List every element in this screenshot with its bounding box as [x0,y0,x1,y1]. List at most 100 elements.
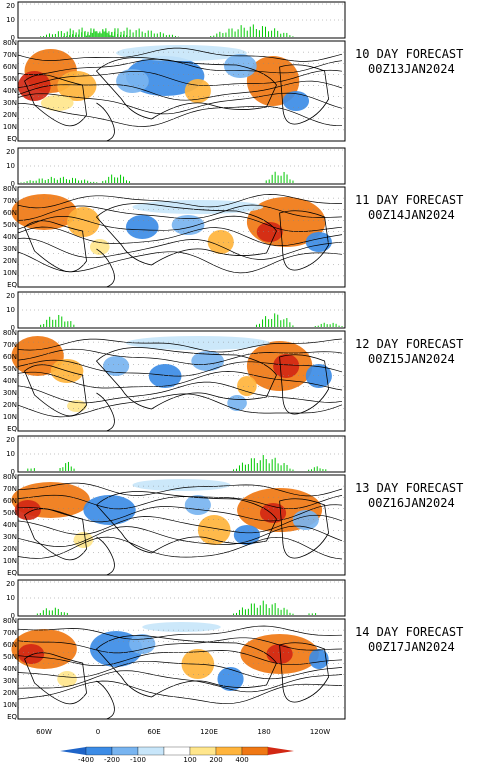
coastline [95,203,277,266]
anomaly-shading [125,215,159,239]
latitude-label: EQ [7,135,17,143]
latitude-label: 70N [3,485,17,493]
height-contour [17,381,343,404]
latitude-label: 80N [3,39,17,47]
map-frame [17,618,346,720]
anomaly-shading [237,376,257,396]
map-frame [17,330,346,432]
height-contour [17,80,343,101]
latitude-label: 40N [3,665,17,673]
anomaly-shading [132,479,231,491]
bar-axis-label: 0 [11,34,15,42]
anomaly-shading [89,631,143,667]
latitude-label: 10N [3,123,17,131]
longitude-label: 180 [257,728,270,736]
height-contour [17,338,343,353]
coastline [24,508,87,561]
latitude-label: 80N [3,185,17,193]
latitude-label: 30N [3,677,17,685]
colorbar-tick-label: -100 [130,756,146,764]
anomaly-shading [67,207,100,237]
forecast-title: 10 DAY FORECAST [355,47,463,61]
latitude-label: 20N [3,545,17,553]
longitude-label: 0 [96,728,100,736]
latitude-label: 70N [3,341,17,349]
anomaly-shading [184,79,211,103]
longitude-label: 120W [310,728,330,736]
coastline [96,392,115,432]
colorbar-tick-label: 400 [235,756,248,764]
height-contour [17,525,343,547]
anomaly-shading [217,667,244,691]
anomaly-shading [207,230,234,254]
height-contour [17,504,343,523]
anomaly-shading [116,45,247,61]
latitude-label: 40N [3,521,17,529]
anomaly-shading [83,495,136,525]
forecast-date: 00Z13JAN2024 [368,62,455,76]
height-contour [17,69,343,88]
bar-axis-label: 10 [6,162,15,170]
anomaly-shading [57,671,77,687]
colorbar-swatch [60,747,86,755]
anomaly-shading [132,200,264,214]
latitude-label: 10N [3,413,17,421]
anomaly-shading [116,69,149,93]
latitude-label: EQ [7,425,17,433]
bar-axis-label: 10 [6,594,15,602]
latitude-label: 30N [3,533,17,541]
coastline [279,498,330,559]
longitude-label: 60E [147,728,160,736]
latitude-label: 80N [3,473,17,481]
latitude-label: 50N [3,75,17,83]
latitude-label: 40N [3,233,17,241]
forecast-date: 00Z14JAN2024 [368,208,455,222]
anomaly-shading [57,71,97,101]
height-contour [17,92,343,115]
height-contour [17,482,343,497]
anomaly-shading [282,91,310,111]
height-contour [17,536,343,560]
height-contour [17,237,343,260]
anomaly-shading [14,500,41,520]
latitude-label: 70N [3,197,17,205]
bar-strip-frame [17,147,346,185]
latitude-label: 80N [3,617,17,625]
latitude-label: 40N [3,377,17,385]
height-contour [17,226,343,246]
anomaly-shading [125,336,270,350]
colorbar-tick-label: -200 [104,756,120,764]
colorbar-swatch [137,746,165,756]
height-contour [17,625,343,640]
coastline [279,642,330,703]
anomaly-shading [305,232,332,252]
coastline [96,680,115,720]
coastline [24,364,87,417]
latitude-label: 60N [3,209,17,217]
latitude-label: 60N [3,641,17,649]
anomaly-shading [256,222,283,242]
bar-axis-label: 20 [6,148,15,156]
forecast-date: 00Z16JAN2024 [368,496,455,510]
anomaly-shading [73,532,94,548]
height-contour [17,660,343,680]
forecast-date: 00Z15JAN2024 [368,352,455,366]
bar-strip-frame [17,435,346,473]
coastline [279,64,330,125]
latitude-label: 50N [3,365,17,373]
bar-strip-frame [17,579,346,617]
latitude-label: 70N [3,629,17,637]
bar-axis-label: 0 [11,324,15,332]
anomaly-shading [305,364,332,388]
colorbar-swatch [268,747,294,755]
height-contour [17,514,343,535]
bar-axis-label: 10 [6,16,15,24]
height-contour [17,47,343,62]
latitude-label: 10N [3,557,17,565]
